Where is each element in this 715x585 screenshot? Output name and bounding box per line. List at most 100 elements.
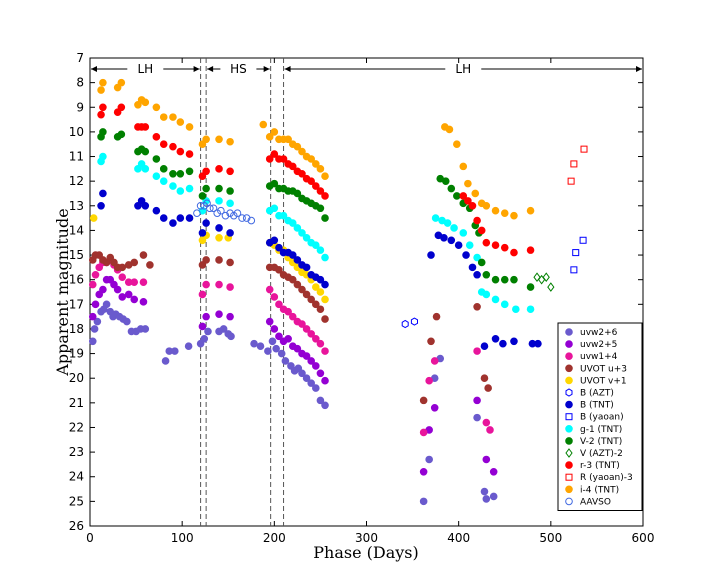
data-point [293,344,302,353]
y-tick-label: 16 [69,273,84,287]
data-point [431,214,440,222]
data-point [198,322,207,331]
y-tick-label: 25 [69,494,84,508]
y-tick-label: 21 [69,396,84,410]
data-point [152,103,161,112]
data-point [265,133,274,141]
data-point [293,189,302,198]
legend-marker [565,376,573,385]
data-point [288,219,297,227]
y-tick-label: 11 [69,150,84,164]
data-point [480,342,489,350]
data-point [185,123,194,131]
data-point [202,256,210,264]
data-point [447,184,456,193]
data-point [99,189,107,198]
data-point [459,192,468,200]
series-uvw2-6 [88,300,498,506]
data-point [510,248,518,257]
legend-marker [565,328,573,336]
data-point [482,418,491,427]
data-point [484,384,492,392]
data-point [321,347,329,355]
region-label: LH [137,62,153,76]
data-point [453,192,461,200]
data-point [430,403,439,412]
data-point [176,169,185,178]
legend-entry: B (TNT) [580,401,614,411]
data-point [185,184,194,193]
data-point [270,204,279,213]
data-point [459,229,468,237]
data-point [198,261,207,269]
data-point [227,332,235,341]
data-point [500,209,509,217]
data-point [95,263,104,272]
data-point [215,184,223,193]
data-point [294,364,303,373]
data-point [473,396,481,405]
data-point [152,206,161,215]
data-point [450,224,458,232]
data-point [215,234,223,242]
data-point [159,165,168,173]
data-point [141,165,150,173]
legend-marker [565,352,573,361]
data-point [477,226,486,235]
data-point [193,209,201,217]
data-point [533,272,541,283]
data-point [579,236,587,244]
region-arrowhead-left [91,66,97,72]
data-point [88,337,97,346]
data-point [473,253,481,262]
legend-marker [565,400,573,409]
region-label: HS [230,62,247,76]
data-point [284,135,292,144]
data-point [215,224,223,232]
data-point [139,298,148,306]
data-point [567,177,575,185]
data-point [277,349,286,358]
data-point [321,214,329,222]
data-point [473,302,481,311]
legend-marker [565,461,573,469]
data-point [321,401,329,410]
legend-marker [565,425,573,433]
data-point [482,290,491,299]
data-point [316,369,325,378]
data-point [196,339,205,348]
data-point [217,206,225,215]
data-point [270,150,279,158]
data-point [401,319,409,329]
data-point [486,426,494,434]
series-r-3-tnt- [97,103,535,257]
data-point [427,337,435,346]
data-point [321,376,329,385]
data-point [526,246,535,254]
legend-entry: AAVSO [580,497,611,507]
series-b-azt- [401,317,418,329]
legend-marker [565,437,573,445]
data-point [447,236,456,245]
data-point [202,280,210,289]
data-point [124,290,133,299]
data-point [215,197,223,205]
data-point [275,266,283,274]
data-point [570,266,578,274]
data-point [293,256,302,264]
legend-entry: V-2 (TNT) [580,437,622,447]
data-point [152,133,161,141]
data-point [441,177,450,185]
data-point [185,214,194,222]
data-point [215,165,223,173]
data-point [250,339,258,348]
y-tick-label: 24 [69,470,84,484]
data-point [534,339,542,348]
data-point [526,206,535,215]
data-point [93,317,102,326]
data-point [198,229,207,237]
series-g-1-tnt- [97,152,535,314]
data-point [284,307,292,316]
y-tick-label: 12 [69,174,84,188]
